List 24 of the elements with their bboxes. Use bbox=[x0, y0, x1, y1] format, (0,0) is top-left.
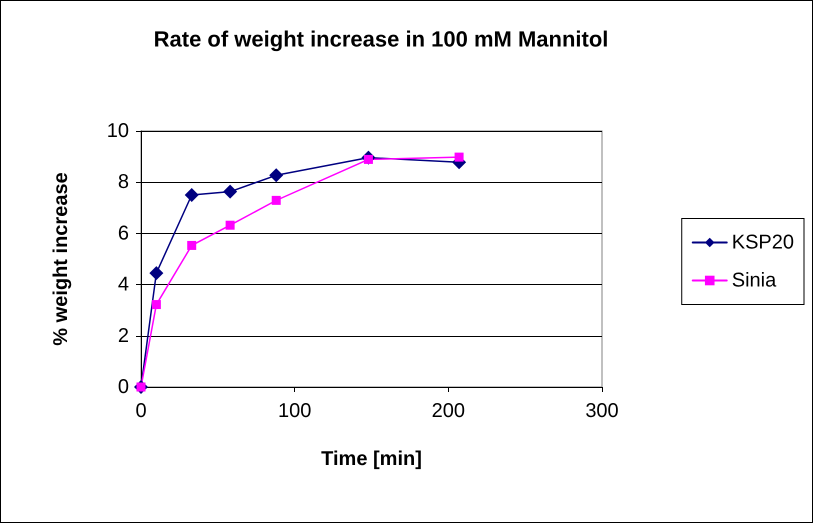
point bbox=[152, 300, 161, 310]
point bbox=[454, 152, 464, 162]
legend-label: KSP20 bbox=[732, 232, 794, 254]
y-tick-label: 0 bbox=[118, 376, 129, 398]
x-tick-label: 0 bbox=[135, 400, 147, 422]
y-tick-label: 2 bbox=[118, 324, 129, 347]
chart-title: Rate of weight increase in 100 mM Mannitol bbox=[154, 26, 608, 52]
point bbox=[226, 220, 235, 230]
x-tick-label: 200 bbox=[432, 400, 466, 422]
y-tick-label: 8 bbox=[118, 171, 129, 194]
point bbox=[272, 196, 281, 205]
x-axis-title: Time [min] bbox=[321, 448, 422, 470]
x-tick-label: 300 bbox=[585, 400, 619, 422]
legend-label: Sinia bbox=[732, 270, 778, 292]
point bbox=[184, 188, 199, 202]
y-tick-label: 6 bbox=[118, 222, 129, 244]
point bbox=[223, 184, 238, 199]
y-tick-label: 10 bbox=[106, 120, 129, 142]
y-axis-title: % weight increase bbox=[50, 172, 72, 346]
point bbox=[187, 240, 196, 250]
y-tick-label: 4 bbox=[118, 274, 129, 296]
point bbox=[269, 168, 284, 182]
x-tick-label: 100 bbox=[278, 400, 312, 422]
point bbox=[149, 266, 164, 280]
